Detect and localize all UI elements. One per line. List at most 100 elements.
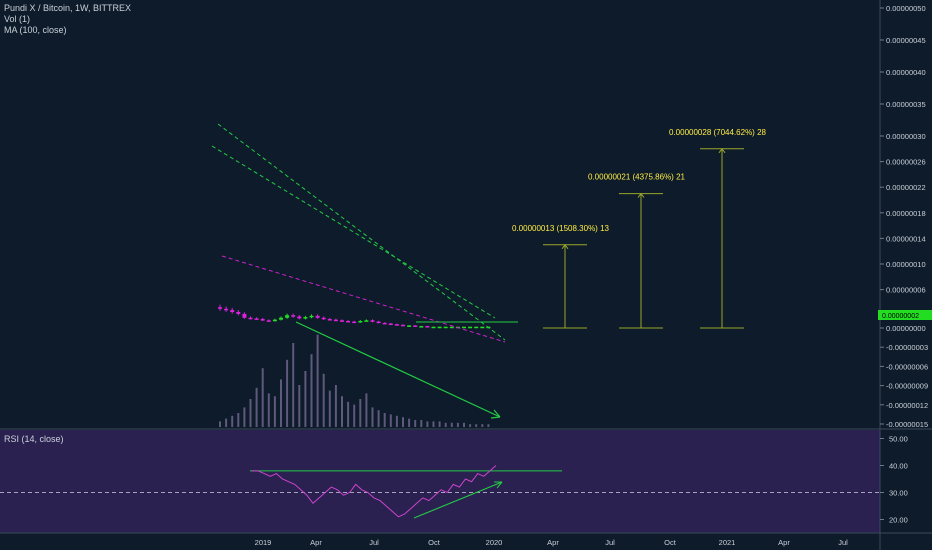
price-tick-label: 0.00000010: [886, 260, 926, 269]
time-axis: 2019 Apr Jul Oct 2020 Apr Jul Oct 2021 Apr Jul: [255, 538, 848, 547]
candle-body: [321, 317, 326, 320]
candle-body: [260, 319, 265, 321]
price-tick-label: -0.00000009: [886, 382, 928, 391]
time-tick-label: Apr: [547, 538, 559, 547]
time-tick-label: Jul: [369, 538, 379, 547]
candle-body: [382, 322, 387, 325]
rsi-tick-label: 50.00: [889, 435, 908, 444]
candle-body: [272, 319, 277, 322]
upper-trendline: [217, 123, 506, 341]
candle-body: [370, 320, 375, 322]
candle-body: [333, 319, 338, 322]
price-tick-label: 0.00000026: [886, 158, 926, 167]
target-arrowhead: [718, 147, 726, 154]
price-axis: 0.00000050 0.00000045 0.00000040 0.00000035…: [880, 4, 928, 429]
volume-bar: [475, 424, 478, 427]
time-tick-label: Jul: [605, 538, 615, 547]
volume-bar: [249, 399, 252, 427]
candle-body: [437, 326, 442, 329]
price-tick-label: 0.00000045: [886, 36, 926, 45]
volume-bar: [347, 401, 350, 427]
candle-body: [303, 317, 308, 319]
price-tick-label: 0.00000014: [886, 234, 926, 243]
volume-bar: [322, 373, 325, 427]
trendlines: [211, 123, 518, 419]
volume-bar: [414, 420, 417, 427]
volume-bar: [353, 404, 356, 427]
volume-bar: [438, 421, 441, 427]
volume-bar: [426, 421, 429, 427]
rsi-axis: 50.00 40.00 30.00 20.00: [880, 435, 908, 525]
candle-body: [425, 326, 430, 328]
candle-body: [474, 326, 479, 329]
price-tick-label: 0.00000018: [886, 209, 926, 218]
price-tick-label: 0.00000030: [886, 132, 926, 141]
volume-bar: [237, 413, 240, 427]
volume-legend: Vol (1): [4, 14, 31, 24]
candle-body: [291, 315, 296, 317]
volume-bar: [389, 414, 392, 427]
candle-body: [352, 321, 357, 324]
candle-body: [462, 326, 466, 329]
price-tick-label: 0.00000006: [886, 286, 926, 295]
price-tick-label: 0.00000000: [886, 324, 926, 333]
candle-body: [480, 326, 485, 329]
candle-body: [388, 323, 393, 326]
price-badge: [878, 310, 932, 320]
volume-bar: [225, 418, 228, 427]
price-tick-label: -0.00000006: [886, 362, 928, 371]
volume-bar: [444, 422, 447, 427]
target-label: 0.00000021 (4375.86%) 21: [588, 173, 686, 182]
volume-bar: [286, 359, 289, 427]
candle-body: [285, 315, 290, 318]
candle-body: [346, 320, 351, 323]
price-tick-label: 0.00000035: [886, 100, 926, 109]
candle-body: [254, 318, 259, 320]
volume-bar: [469, 424, 472, 427]
candle-body: [266, 320, 271, 322]
volume-bar: [273, 396, 276, 427]
volume-bar: [316, 334, 319, 427]
volume-bar: [487, 424, 490, 427]
candle-body: [431, 326, 436, 329]
time-tick-label: Apr: [778, 538, 790, 547]
time-tick-label: Oct: [664, 538, 677, 547]
volume-bar: [255, 387, 258, 427]
candle-body: [376, 321, 381, 324]
target-arrowhead: [637, 192, 645, 198]
price-tick-label: 0.00000050: [886, 4, 926, 13]
rsi-panel-background: [0, 430, 880, 533]
rsi-tick-label: 20.00: [889, 516, 908, 525]
ma-legend: MA (100, close): [4, 25, 67, 35]
volume-bar: [383, 413, 386, 427]
candle-body: [236, 312, 241, 314]
rsi-legend: RSI (14, close): [4, 434, 64, 445]
rsi-tick-label: 40.00: [889, 462, 908, 471]
lower-trendline: [221, 255, 506, 343]
volume-bar: [292, 343, 295, 427]
candlesticks: [218, 304, 491, 329]
volume-bar: [402, 417, 404, 427]
target-arrowhead: [561, 243, 569, 250]
rsi-support-arrow-line: [413, 481, 503, 519]
volume-bar: [481, 424, 484, 427]
volume-bar: [280, 379, 282, 427]
rsi-arrow-head: [494, 481, 503, 489]
chart-legend: Pundi X / Bitcoin, 1W, BITTREX Vol (1) M…: [4, 3, 131, 36]
volume-bar: [408, 418, 411, 427]
volume-bar: [243, 407, 246, 427]
volume-bar: [219, 421, 221, 427]
volume-bar: [420, 420, 423, 427]
volume-down-arrow-line: [295, 321, 501, 418]
price-tick-label: -0.00000003: [886, 343, 928, 352]
volume-bar: [371, 407, 374, 427]
candle-body: [443, 326, 448, 329]
middle-trendline: [211, 145, 496, 319]
symbol-title: Pundi X / Bitcoin, 1W, BITTREX: [4, 3, 132, 13]
candle-body: [224, 308, 229, 311]
candle-body: [248, 317, 253, 320]
volume-bar: [365, 393, 368, 427]
volume-bar: [334, 385, 337, 427]
volume-bar: [395, 415, 398, 427]
